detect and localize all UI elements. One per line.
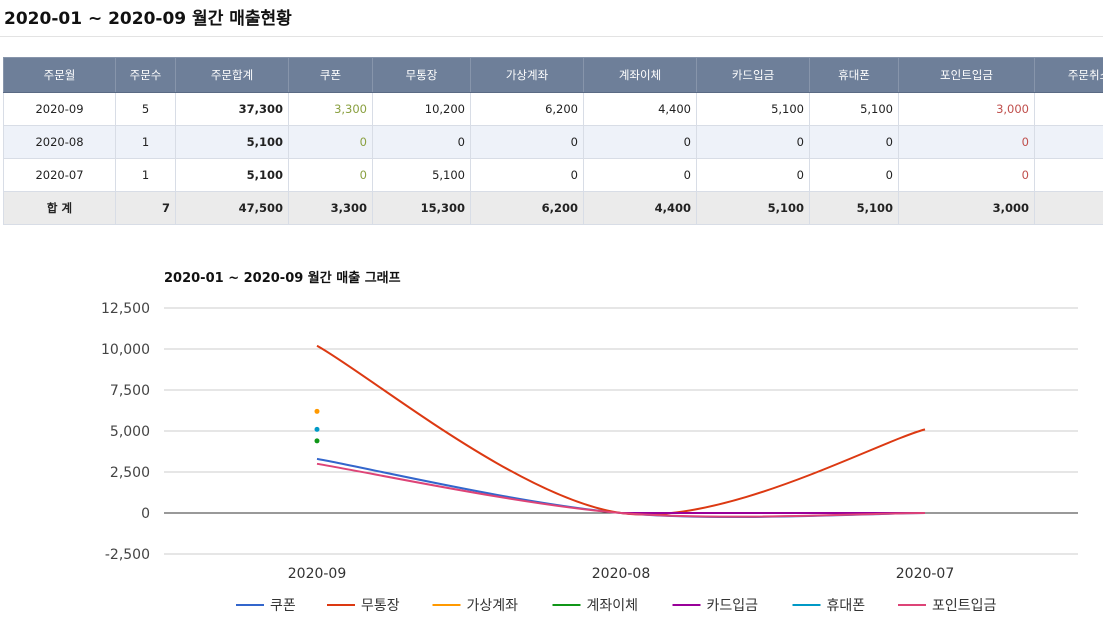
y-tick-label: 2,500 [110,465,150,481]
table-cell: 10,200 [372,92,471,126]
x-tick-label: 2020-09 [288,566,347,582]
column-header: 무통장 [372,57,471,93]
table-cell: 4,400 [583,191,697,225]
x-tick-label: 2020-08 [592,566,651,582]
table-cell: 합 계 [3,191,116,225]
x-tick-label: 2020-07 [896,566,955,582]
table-cell [1034,191,1103,225]
column-header: 주문합계 [175,57,289,93]
y-tick-label: -2,500 [105,547,150,563]
table-cell: 4,400 [583,92,697,126]
column-header: 주문취소 [1034,57,1103,93]
table-cell: 0 [696,158,810,192]
table-cell: 0 [809,158,899,192]
total-row: 합 계 7 47,500 3,300 15,300 6,200 4,400 5,100 5,10… [3,191,1103,225]
legend-label: 계좌이체 [587,598,639,614]
table-row: 2020-08 1 5,100 0 0 0 0 0 0 0 [3,125,1103,159]
series-line [316,462,926,518]
legend-item[interactable]: 카드입금 [672,598,759,614]
table-cell: 0 [288,125,373,159]
column-header: 주문수 [115,57,176,93]
data-point [314,408,320,414]
series-line [316,344,926,516]
table-cell: 2020-08 [3,125,116,159]
data-point [314,438,320,444]
table-cell [1034,125,1103,159]
table-cell: 0 [696,125,810,159]
series-line [316,457,926,519]
table-cell: 5,100 [372,158,471,192]
table-cell: 0 [583,125,697,159]
table-cell: 3,300 [288,92,373,126]
table-cell: 5,100 [809,191,899,225]
legend-label: 휴대폰 [827,598,866,614]
table-cell: 3,300 [288,191,373,225]
column-header: 카드입금 [696,57,810,93]
table-cell: 0 [372,125,471,159]
page-title: 2020-01 ~ 2020-09 월간 매출현황 [4,9,292,29]
table-row: 2020-07 1 5,100 0 5,100 0 0 0 0 0 [3,158,1103,192]
legend-label: 가상계좌 [467,598,519,614]
column-header: 쿠폰 [288,57,373,93]
legend-item[interactable]: 계좌이체 [552,598,639,614]
table-header-row: 주문월주문수주문합계쿠폰무통장가상계좌계좌이체카드입금휴대폰포인트입금주문취소 [3,57,1103,93]
legend-item[interactable]: 포인트입금 [898,598,997,614]
divider [0,36,1103,37]
table-cell: 5,100 [175,125,289,159]
table-cell: 6,200 [470,191,584,225]
legend-item[interactable]: 쿠폰 [236,598,296,614]
legend-label: 쿠폰 [270,598,296,614]
legend-label: 포인트입금 [932,598,997,614]
legend-item[interactable]: 휴대폰 [792,598,866,614]
table-cell: 2020-09 [3,92,116,126]
legend-item[interactable]: 무통장 [327,598,400,614]
table-cell: 3,000 [898,191,1035,225]
legend-label: 카드입금 [707,598,759,614]
y-tick-label: 0 [141,506,150,522]
table-cell: 0 [809,125,899,159]
y-tick-label: 5,000 [110,424,150,440]
table-cell: 6,200 [470,92,584,126]
table-cell: 15,300 [372,191,471,225]
table-cell: 7 [115,191,176,225]
table-cell: 5 [115,92,176,126]
data-point [314,426,320,432]
column-header: 주문월 [3,57,116,93]
table-cell [1034,158,1103,192]
y-tick-label: 7,500 [110,383,150,399]
column-header: 휴대폰 [809,57,899,93]
column-header: 포인트입금 [898,57,1035,93]
y-tick-label: 12,500 [101,301,150,317]
table-cell: 0 [470,125,584,159]
table-cell: 47,500 [175,191,289,225]
table-cell: 0 [898,125,1035,159]
column-header: 계좌이체 [583,57,697,93]
table-cell: 1 [115,125,176,159]
legend-item[interactable]: 가상계좌 [432,598,519,614]
chart-title: 2020-01 ~ 2020-09 월간 매출 그래프 [164,271,401,286]
table-row: 2020-09 5 37,300 3,300 10,200 6,200 4,400 5,100… [3,92,1103,126]
sales-table: 주문월주문수주문합계쿠폰무통장가상계좌계좌이체카드입금휴대폰포인트입금주문취소 … [3,57,1103,225]
legend-label: 무통장 [361,598,400,614]
y-tick-label: 10,000 [101,342,150,358]
